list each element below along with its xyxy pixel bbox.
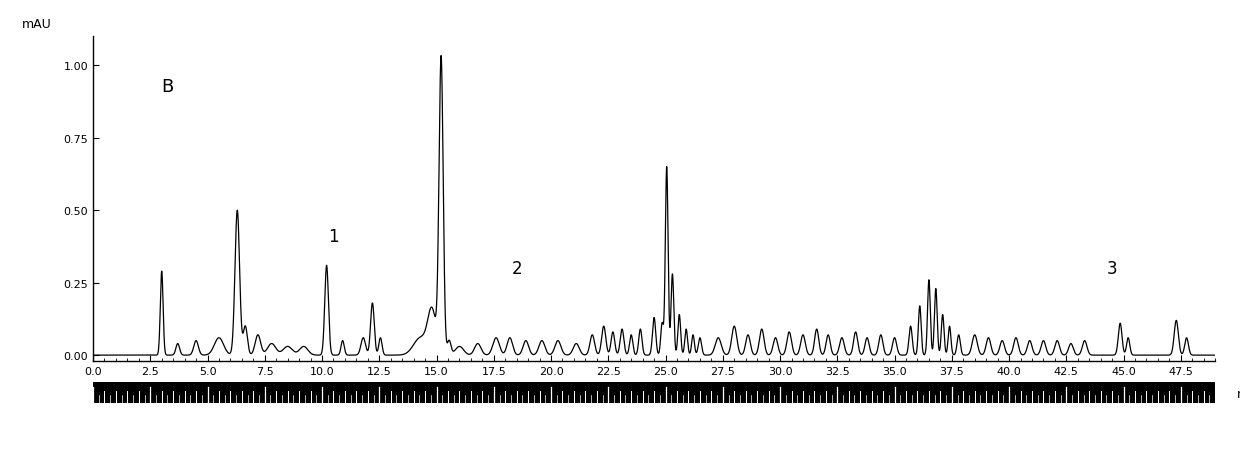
X-axis label: min: min [1238,387,1240,400]
Text: 2: 2 [511,259,522,277]
Text: B: B [161,77,174,95]
Text: 3: 3 [1107,259,1117,277]
Text: 1: 1 [329,227,339,245]
Y-axis label: mAU: mAU [22,18,52,31]
